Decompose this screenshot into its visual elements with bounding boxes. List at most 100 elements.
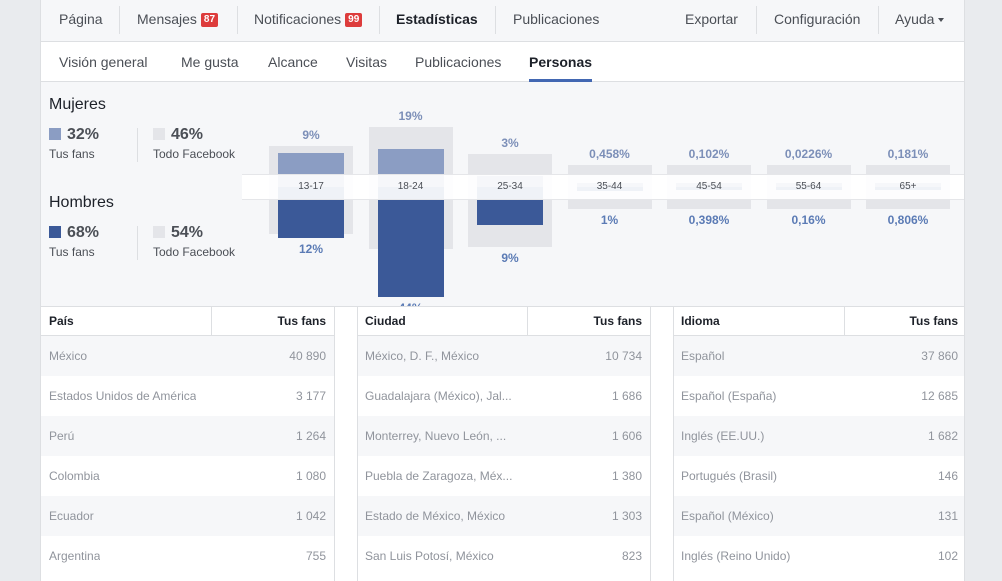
women-value-label: 0,181%	[887, 147, 929, 161]
row-value: 131	[937, 509, 958, 523]
women-color-swatch	[49, 128, 61, 140]
women-value-label: 0,458%	[589, 147, 630, 161]
row-label: Estado de México, México	[365, 509, 506, 523]
age-category-label: 18-24	[397, 181, 424, 192]
women-facebook-stat: 46% Todo Facebook	[153, 126, 235, 161]
women-value-label: 0,102%	[688, 147, 730, 161]
table-header: Ciudad Tus fans	[357, 307, 650, 336]
tab-publicaciones[interactable]: Publicaciones	[415, 54, 502, 70]
row-value: 1 042	[295, 509, 326, 523]
men-bar	[377, 187, 444, 297]
nav-configuracion-label: Configuración	[774, 11, 861, 27]
row-label: San Luis Potosí, México	[365, 549, 494, 563]
row-value: 102	[937, 549, 958, 563]
nav-ayuda-label: Ayuda	[895, 11, 935, 27]
table-row: Estados Unidos de América 3 177	[41, 376, 334, 416]
column-header[interactable]: Tus fans	[909, 314, 958, 328]
insights-frame: Página Mensajes 87 Notificaciones 99 Estad…	[40, 0, 965, 581]
column-header[interactable]: Tus fans	[593, 314, 642, 328]
stats-table: Idioma Tus fans Español 37 860 Español (Espa…	[673, 307, 964, 576]
row-label: México, D. F., México	[365, 349, 480, 363]
nav-separator	[379, 6, 380, 34]
row-label: México	[49, 349, 88, 363]
table-row: Colombia 1 080	[41, 456, 334, 496]
nav-configuracion[interactable]: Configuración	[774, 0, 860, 41]
column-header[interactable]: Tus fans	[277, 314, 326, 328]
age-category-label: 35-44	[596, 181, 623, 192]
row-value: 1 080	[295, 469, 326, 483]
age-category-label: 65+	[899, 181, 917, 192]
men-value-label: 1%	[600, 213, 619, 227]
nav-mensajes[interactable]: Mensajes 87	[137, 0, 219, 41]
nav-separator	[756, 6, 757, 34]
women-value-label: 19%	[398, 109, 423, 123]
nav-notificaciones[interactable]: Notificaciones 99	[254, 0, 363, 41]
men-fans-label: Tus fans	[49, 245, 95, 259]
top-navigation: Página Mensajes 87 Notificaciones 99 Estad…	[41, 0, 964, 42]
men-value-label: 0,806%	[887, 213, 929, 227]
women-fans-stat: 32% Tus fans	[49, 126, 99, 161]
row-label: Portugués (Brasil)	[681, 469, 778, 483]
women-facebook-pct: 46%	[171, 126, 204, 143]
women-title: Mujeres	[49, 96, 106, 113]
men-fans-stat: 68% Tus fans	[49, 224, 99, 259]
men-facebook-pct: 54%	[171, 224, 204, 241]
table-gutter	[650, 307, 674, 581]
row-value: 146	[937, 469, 958, 483]
nav-publicaciones[interactable]: Publicaciones	[513, 0, 599, 41]
tab-personas[interactable]: Personas	[529, 42, 593, 82]
women-facebook-label: Todo Facebook	[153, 147, 236, 161]
nav-separator	[237, 6, 238, 34]
nav-exportar[interactable]: Exportar	[685, 0, 738, 41]
column-header[interactable]: Idioma	[681, 314, 720, 328]
tab-me-gusta[interactable]: Me gusta	[181, 54, 239, 70]
table-header: Idioma Tus fans	[673, 307, 964, 336]
women-fans-pct: 32%	[67, 126, 100, 143]
row-value: 3 177	[295, 389, 326, 403]
age-gender-chart: 9%12%19%44%3%9%0,458%1%0,102%0,398%0,022…	[242, 109, 964, 315]
table-row: Inglés (Reino Unido) 102	[673, 536, 964, 576]
nav-separator	[878, 6, 879, 34]
age-category-label: 45-54	[696, 181, 722, 192]
row-value: 10 734	[605, 349, 642, 363]
row-label: Ecuador	[49, 509, 94, 523]
row-label: Argentina	[49, 549, 101, 563]
nav-separator	[495, 6, 496, 34]
column-divider	[211, 307, 212, 336]
row-value: 823	[621, 549, 642, 563]
table-header: País Tus fans	[41, 307, 334, 336]
men-value-label: 0,16%	[791, 213, 826, 227]
table-row: México, D. F., México 10 734	[357, 336, 650, 376]
table-gutter	[334, 307, 358, 581]
men-facebook-label: Todo Facebook	[153, 245, 236, 259]
nav-pagina[interactable]: Página	[59, 0, 103, 41]
row-label: Español (México)	[681, 509, 774, 523]
nav-estadisticas[interactable]: Estadísticas	[396, 0, 478, 41]
women-value-label: 3%	[501, 135, 519, 150]
nav-mensajes-label: Mensajes	[137, 11, 197, 27]
tab-visitas[interactable]: Visitas	[346, 54, 387, 70]
row-value: 37 860	[921, 349, 958, 363]
row-label: Español	[681, 349, 725, 363]
column-header[interactable]: País	[49, 314, 74, 328]
row-value: 1 682	[927, 429, 958, 443]
row-value: 1 264	[295, 429, 326, 443]
row-label: Guadalajara (México), Jal...	[365, 389, 512, 403]
column-header[interactable]: Ciudad	[365, 314, 406, 328]
age-category-label: 25-34	[497, 181, 523, 192]
nav-ayuda[interactable]: Ayuda	[895, 0, 945, 41]
table-row: México 40 890	[41, 336, 334, 376]
stats-table: País Tus fans México 40 890 Estados Unidos d…	[41, 307, 334, 576]
facebook-color-swatch	[153, 226, 165, 238]
column-divider	[844, 307, 845, 336]
stat-divider	[137, 128, 138, 162]
column-divider	[527, 307, 528, 336]
mensajes-count-badge: 87	[200, 13, 219, 27]
tab-vision-general[interactable]: Visión general	[59, 54, 148, 70]
row-label: Monterrey, Nuevo León, ...	[365, 429, 507, 443]
tab-alcance[interactable]: Alcance	[268, 54, 318, 70]
row-label: Español (España)	[681, 389, 777, 403]
table-row: Español (México) 131	[673, 496, 964, 536]
table-row: Guadalajara (México), Jal... 1 686	[357, 376, 650, 416]
chevron-down-icon	[938, 18, 945, 22]
